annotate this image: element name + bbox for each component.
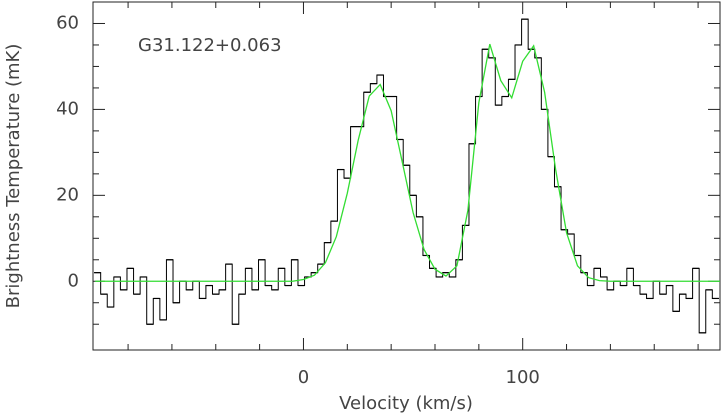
y-tick-label: 20 — [56, 184, 79, 205]
plot-frame — [92, 1, 721, 351]
y-tick-label: 0 — [68, 270, 79, 291]
annotation: G31.122+0.063 — [138, 35, 282, 56]
y-tick-label: 60 — [56, 12, 79, 33]
x-tick-label: 0 — [298, 367, 309, 388]
y-axis-label: Brightness Temperature (mK) — [3, 44, 24, 309]
y-tick-label: 40 — [56, 98, 79, 119]
fit-line — [95, 43, 720, 282]
x-axis-label: Velocity (km/s) — [339, 393, 473, 414]
x-tick-label: 100 — [506, 367, 540, 388]
spectrum-steps — [94, 18, 719, 334]
